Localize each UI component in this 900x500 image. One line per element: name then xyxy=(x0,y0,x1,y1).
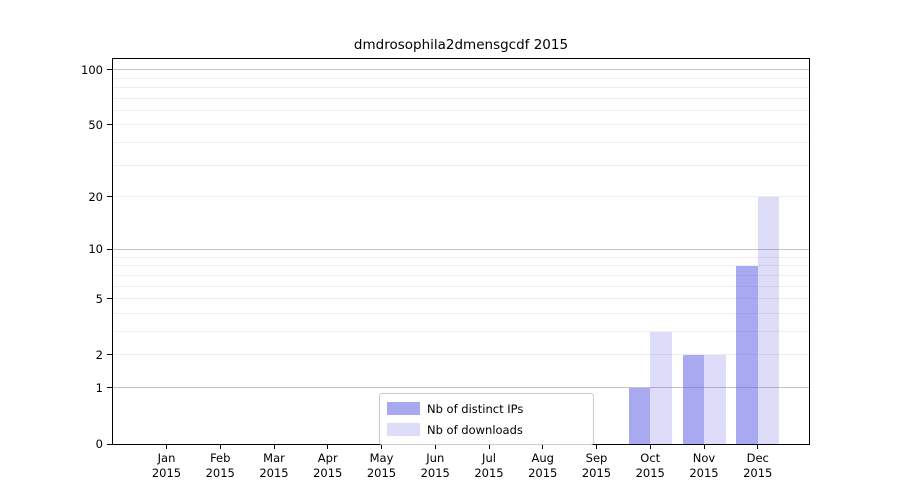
gridline-major xyxy=(113,248,809,250)
gridline-minor xyxy=(113,124,809,126)
plot-area: Nb of distinct IPs Nb of downloads xyxy=(112,58,810,445)
gridline-minor xyxy=(113,109,809,111)
y-tick-label: 10 xyxy=(88,242,103,257)
y-tick-mark xyxy=(107,196,112,198)
gridline-minor xyxy=(113,312,809,314)
y-tick-label: 1 xyxy=(95,380,103,395)
gridline-major xyxy=(113,69,809,71)
x-tick-mark xyxy=(542,444,544,449)
x-tick-label: Apr 2015 xyxy=(313,451,343,480)
x-tick-label: Jul 2015 xyxy=(474,451,504,480)
bar-downloads-dec xyxy=(757,196,780,444)
gridline-minor xyxy=(113,265,809,267)
bar-distinct-ips-nov xyxy=(682,354,704,444)
x-tick-mark xyxy=(327,444,329,449)
x-tick-mark xyxy=(757,444,759,449)
gridline-minor xyxy=(113,164,809,166)
gridline-minor xyxy=(113,142,809,144)
x-tick-mark xyxy=(434,444,436,449)
gridline-minor xyxy=(113,274,809,276)
y-tick-label: 20 xyxy=(88,189,103,204)
y-tick-mark xyxy=(107,124,112,126)
y-tick-mark xyxy=(107,69,112,71)
x-tick-mark xyxy=(488,444,490,449)
bar-downloads-nov xyxy=(704,354,726,444)
y-tick-label: 2 xyxy=(95,347,103,362)
y-tick-label: 0 xyxy=(95,437,103,451)
y-tick-mark xyxy=(107,387,112,389)
y-tick-mark xyxy=(107,298,112,300)
x-tick-mark xyxy=(703,444,705,449)
legend: Nb of distinct IPs Nb of downloads xyxy=(379,393,594,445)
gridline-minor xyxy=(113,77,809,79)
y-tick-mark xyxy=(107,354,112,356)
x-tick-mark xyxy=(596,444,597,449)
gridline-minor xyxy=(113,86,809,88)
x-tick-label: Jan 2015 xyxy=(151,451,182,480)
bar-distinct-ips-oct xyxy=(628,387,651,444)
x-tick-label: Nov 2015 xyxy=(689,451,719,480)
x-tick-label: Feb 2015 xyxy=(205,451,235,480)
y-tick-label: 50 xyxy=(88,117,103,132)
legend-swatch-distinct-ips xyxy=(387,402,420,415)
y-tick-mark xyxy=(107,248,112,250)
x-tick-label: Jun 2015 xyxy=(420,451,450,480)
gridline-minor xyxy=(113,196,809,198)
gridline-minor xyxy=(113,354,809,356)
y-tick-label: 100 xyxy=(81,62,103,77)
gridline-minor xyxy=(113,331,809,333)
x-tick-label: Mar 2015 xyxy=(259,451,289,480)
x-tick-label: Dec 2015 xyxy=(743,451,773,480)
gridline-major xyxy=(113,387,809,389)
x-tick-mark xyxy=(649,444,651,449)
gridline-minor xyxy=(113,256,809,258)
x-tick-label: Oct 2015 xyxy=(635,451,665,480)
gridline-minor xyxy=(113,298,809,300)
legend-label-distinct-ips: Nb of distinct IPs xyxy=(427,401,524,416)
legend-label-downloads: Nb of downloads xyxy=(427,422,523,437)
bar-distinct-ips-dec xyxy=(736,265,758,444)
y-tick-mark xyxy=(107,443,112,445)
y-tick-label: 5 xyxy=(95,291,103,306)
legend-swatch-downloads xyxy=(387,423,420,436)
chart-title: dmdrosophila2dmensgcdf 2015 xyxy=(353,37,569,53)
x-tick-label: Sep 2015 xyxy=(581,451,612,480)
gridline-minor xyxy=(113,97,809,99)
x-tick-mark xyxy=(219,444,221,449)
x-tick-label: May 2015 xyxy=(366,451,397,480)
x-tick-label: Aug 2015 xyxy=(528,451,558,480)
x-tick-mark xyxy=(273,444,275,449)
bar-downloads-oct xyxy=(650,331,672,444)
legend-entry-downloads: Nb of downloads xyxy=(387,421,583,438)
gridline-minor xyxy=(113,285,809,287)
legend-entry-distinct-ips: Nb of distinct IPs xyxy=(387,400,583,417)
x-tick-mark xyxy=(166,444,167,449)
x-tick-mark xyxy=(381,444,382,449)
